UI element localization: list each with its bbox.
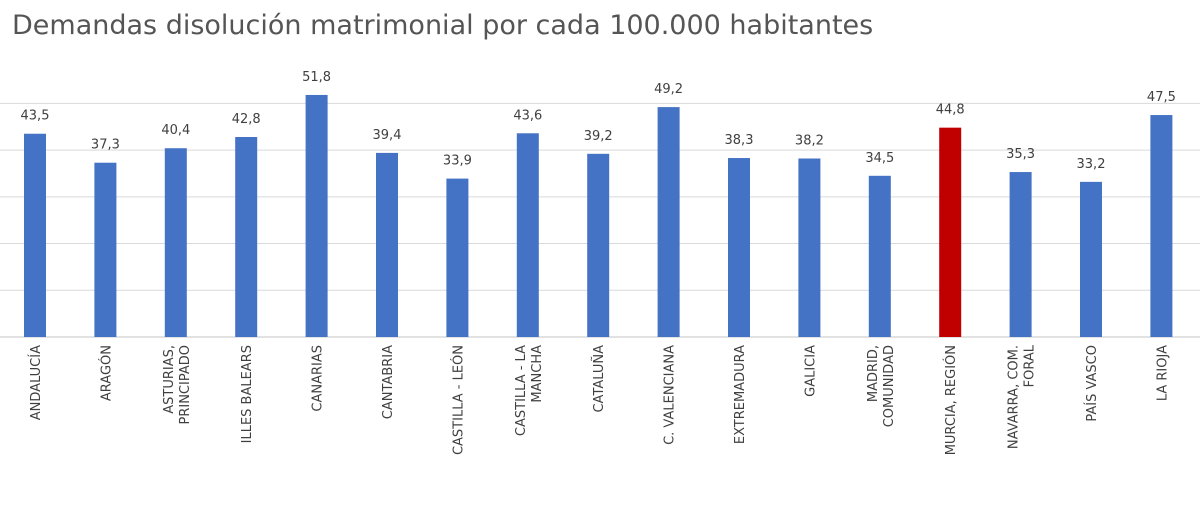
category-label-line: MADRID,: [866, 345, 881, 402]
category-label: CANARIAS: [311, 345, 326, 412]
bar: [868, 175, 891, 337]
category-label-line: ARAGÓN: [98, 345, 114, 401]
category-label-line: LA RIOJA: [1155, 345, 1170, 401]
category-label: CASTILLA - LEÓN: [450, 345, 466, 455]
bar: [516, 133, 539, 337]
bar: [1080, 181, 1102, 337]
category-label-line: NAVARRA, COM.: [1007, 345, 1022, 449]
data-label: 47,5: [1147, 90, 1176, 105]
category-label: CATALUÑA: [591, 345, 607, 413]
category-label-line: CASTILLA - LEÓN: [450, 345, 466, 455]
data-label: 49,2: [654, 82, 683, 97]
category-label-line: MURCIA, REGIÓN: [943, 345, 959, 455]
category-label-line: CASTILLA - LA: [514, 345, 529, 436]
bar: [1150, 115, 1173, 337]
category-label: LA RIOJA: [1155, 345, 1170, 401]
category-label: PAÍS VASCO: [1084, 345, 1100, 422]
category-label: GALICIA: [803, 345, 818, 397]
bar: [376, 152, 398, 337]
bar: [24, 133, 46, 337]
category-label: ILLES BALEARS: [240, 345, 255, 443]
bar: [798, 158, 821, 337]
category-label-line: PAÍS VASCO: [1084, 345, 1100, 422]
bar: [728, 158, 750, 337]
bar: [939, 127, 962, 337]
category-label: C. VALENCIANA: [663, 345, 678, 445]
category-label-line: GALICIA: [803, 345, 818, 397]
category-label: MADRID, COMUNIDAD: [866, 345, 897, 427]
bar: [1009, 172, 1032, 337]
chart-title: Demandas disolución matrimonial por cada…: [12, 10, 874, 41]
data-label: 40,4: [161, 123, 190, 138]
category-label-line: CATALUÑA: [591, 345, 607, 413]
category-label: CANTABRIA: [381, 345, 396, 419]
category-label-line: MANCHA: [530, 345, 545, 403]
data-label: 38,3: [725, 133, 754, 148]
bar: [235, 137, 258, 337]
category-label-line: C. VALENCIANA: [663, 345, 678, 445]
data-label: 43,5: [21, 109, 50, 124]
data-label: 43,6: [513, 108, 542, 123]
bar: [164, 148, 187, 337]
bar: [587, 153, 610, 337]
category-label-line: EXTREMADURA: [733, 345, 748, 444]
data-label: 42,8: [232, 112, 261, 127]
data-label: 34,5: [865, 151, 894, 166]
data-label: 51,8: [302, 70, 331, 85]
category-label: CASTILLA - LA MANCHA: [514, 345, 545, 436]
category-label-line: CANTABRIA: [381, 345, 396, 419]
category-label: NAVARRA, COM. FORAL: [1007, 344, 1038, 449]
data-label: 38,2: [795, 134, 824, 149]
data-label: 37,3: [91, 138, 120, 153]
category-label: ASTURIAS, PRINCIPADO: [162, 345, 193, 425]
category-label-line: ASTURIAS,: [162, 345, 177, 414]
data-label: 39,4: [373, 128, 402, 143]
data-label: 35,3: [1006, 147, 1035, 162]
category-label-line: CANARIAS: [311, 345, 326, 412]
category-label: ARAGÓN: [98, 345, 114, 401]
data-label: 44,8: [936, 103, 965, 118]
data-label: 39,2: [584, 129, 613, 144]
bar: [446, 178, 469, 337]
category-label-line: FORAL: [1023, 344, 1038, 387]
category-label: MURCIA, REGIÓN: [943, 345, 959, 455]
bar: [94, 162, 117, 337]
category-label-line: ILLES BALEARS: [240, 345, 255, 443]
bar: [305, 94, 328, 337]
category-label-line: ANDALUCÍA: [28, 345, 44, 420]
category-label: EXTREMADURA: [733, 345, 748, 444]
category-label: ANDALUCÍA: [28, 345, 44, 420]
bar: [657, 107, 680, 337]
data-label: 33,2: [1077, 157, 1106, 172]
category-label-line: COMUNIDAD: [882, 345, 897, 427]
category-label-line: PRINCIPADO: [178, 345, 193, 425]
data-label: 33,9: [443, 154, 472, 169]
